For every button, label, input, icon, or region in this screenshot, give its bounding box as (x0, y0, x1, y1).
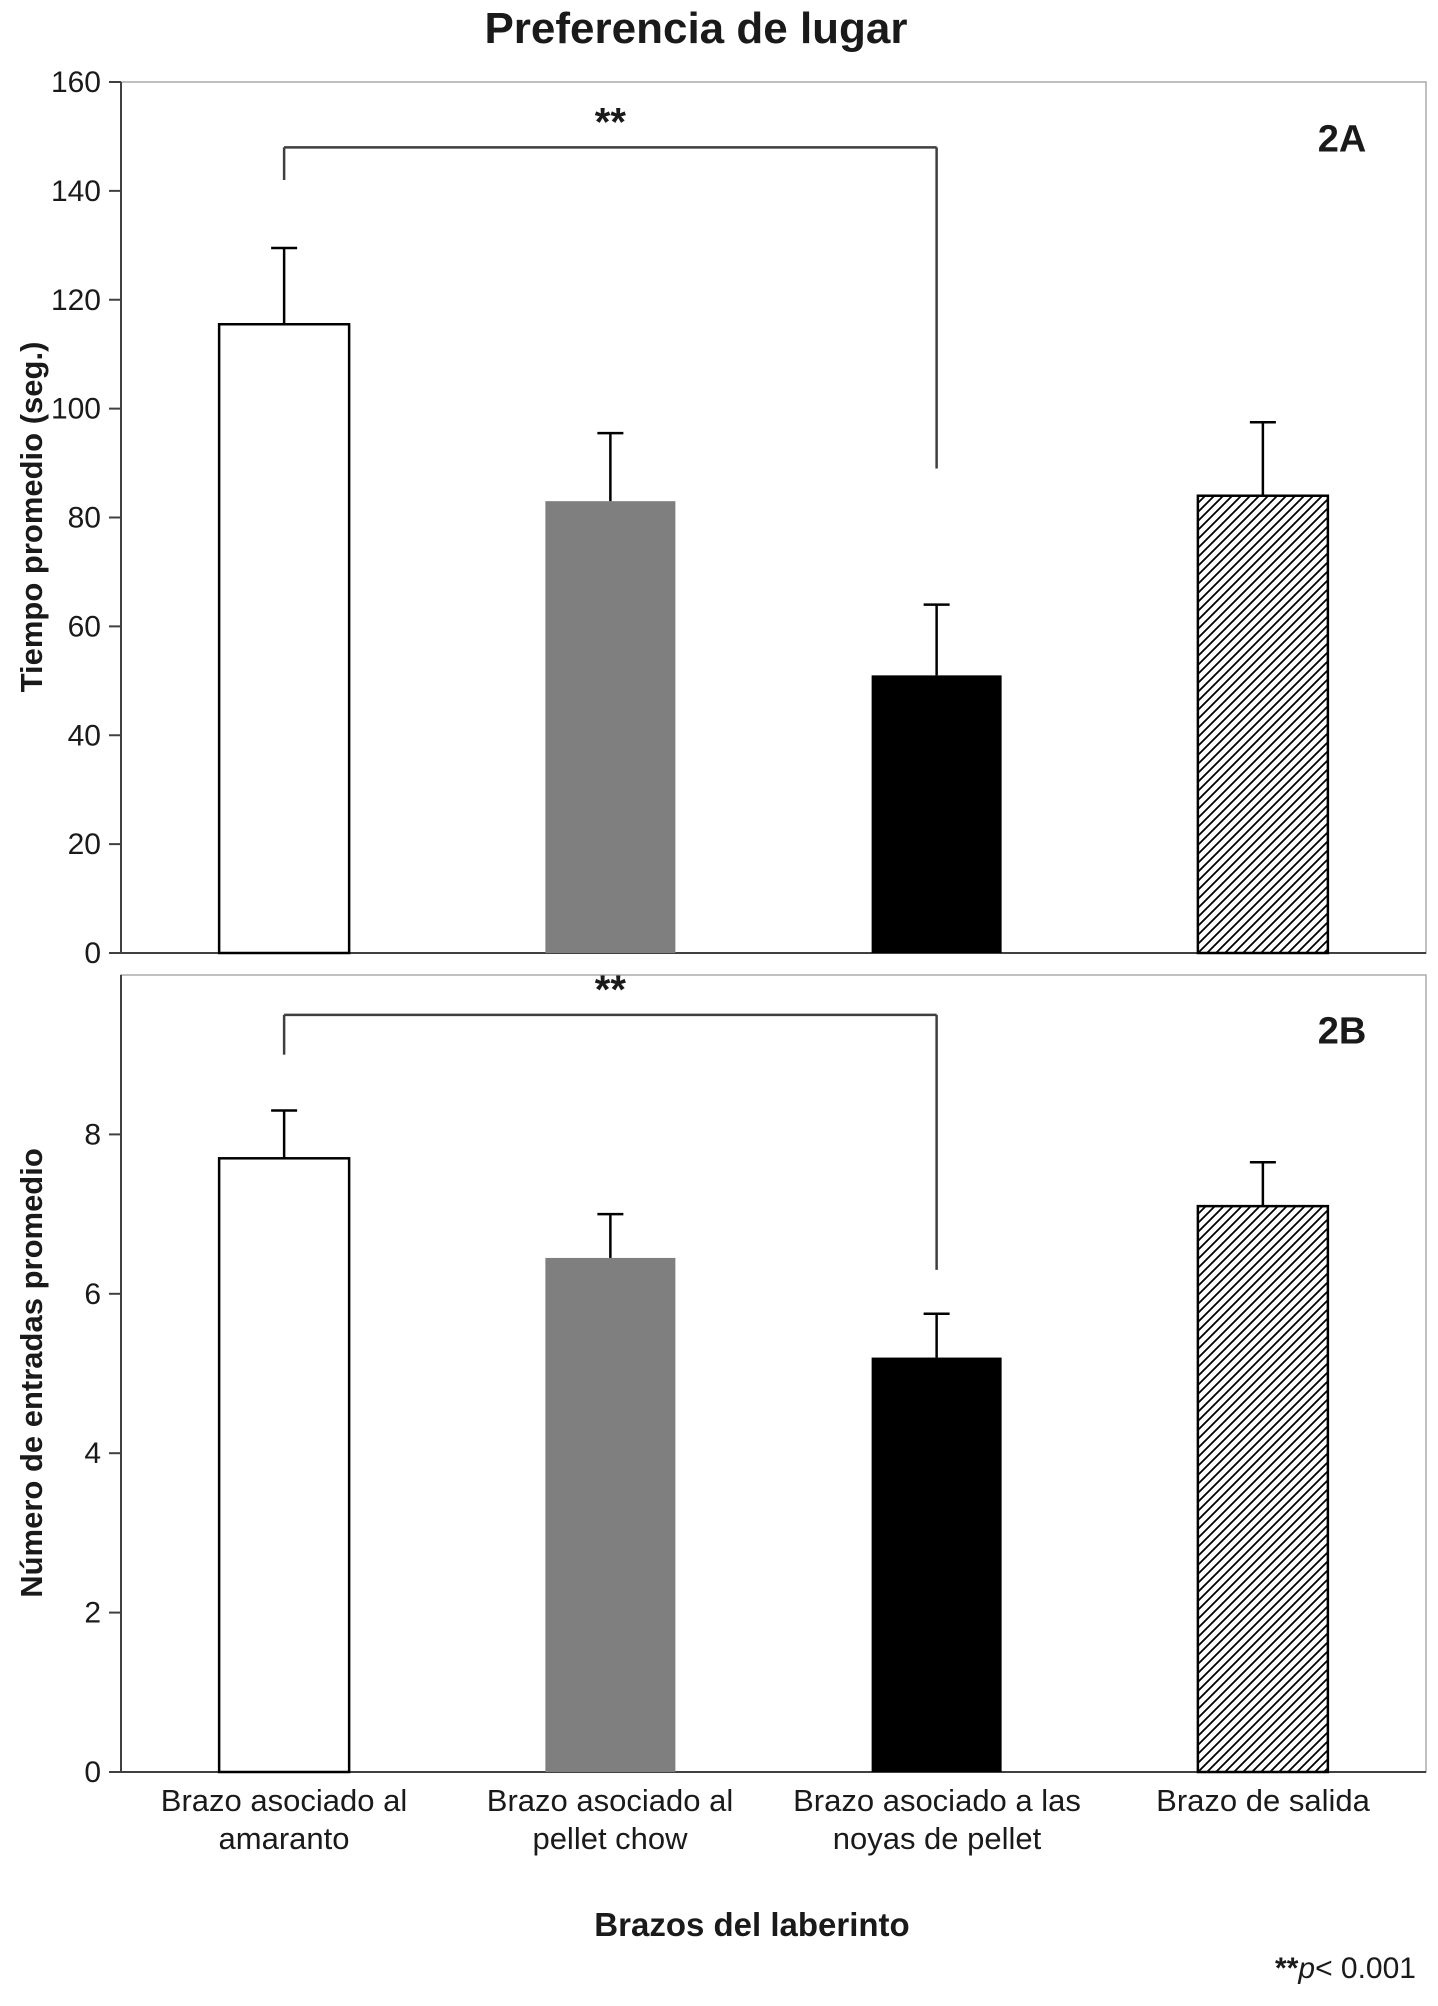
bar-2B-gray (545, 1257, 676, 1772)
significance-bracket-2A: ** (282, 100, 938, 469)
y-tick-label: 8 (84, 1118, 101, 1151)
category-label-amaranto: Brazo asociado al amaranto (160, 1783, 408, 1856)
y-tick-label: 20 (68, 828, 101, 861)
y-tick-label: 100 (51, 393, 101, 426)
y-tick-label: 6 (84, 1278, 101, 1311)
y-tick-label: 160 (51, 66, 101, 99)
panel-label-2b: 2B (1317, 1010, 1367, 1053)
y-tick-label: 140 (51, 175, 101, 208)
panel-label-2a: 2A (1317, 118, 1367, 161)
category-label-brazo-de-salida: Brazo de salida (1156, 1783, 1370, 1818)
bar-2B-hatched (1196, 1204, 1330, 1774)
bar-2B-black (871, 1357, 1002, 1772)
category-label-pellet-chow: Brazo asociado al pellet chow (486, 1783, 734, 1856)
significance-note-stars: ** (1275, 1952, 1299, 1985)
y-tick-label: 0 (84, 937, 101, 970)
y-tick-label: 80 (68, 502, 101, 535)
category-label-noyas-de-pellet: Brazo asociado a las noyas de pellet (793, 1783, 1081, 1856)
bar-2A-gray (545, 501, 676, 953)
panel-2A: 0 20 40 60 80 100 120 140 160 ** (51, 66, 1427, 970)
y-tick-label: 60 (68, 610, 101, 643)
bar-2A-hatched (1196, 494, 1330, 955)
panel-2B: 0 2 4 6 8 ** (84, 968, 1427, 1789)
y-tick-label: 0 (84, 1756, 101, 1789)
bar-2B-white (217, 1157, 351, 1774)
significance-stars: ** (595, 100, 627, 144)
y-axis-title-panel-2b: Número de entradas promedio (14, 1148, 49, 1598)
bars-2A (217, 246, 1330, 955)
significance-bracket-2B: ** (282, 968, 938, 1270)
y-axis-title-panel-2a: Tiempo promedio (seg.) (14, 341, 49, 693)
y-tick-label: 40 (68, 719, 101, 752)
chart-title: Preferencia de lugar (484, 4, 908, 53)
significance-note: **p< 0.001 (1275, 1952, 1416, 1986)
y-tick-label: 4 (84, 1437, 101, 1470)
significance-stars: ** (595, 968, 627, 1012)
significance-note-p: p (1298, 1952, 1316, 1985)
significance-note-threshold: < 0.001 (1315, 1952, 1416, 1985)
y-tick-label: 2 (84, 1597, 101, 1630)
x-axis-title: Brazos del laberinto (594, 1906, 910, 1943)
bar-2A-white (217, 322, 351, 955)
bars-2B (217, 1109, 1330, 1774)
y-tick-label: 120 (51, 284, 101, 317)
bar-2A-black (871, 675, 1002, 953)
